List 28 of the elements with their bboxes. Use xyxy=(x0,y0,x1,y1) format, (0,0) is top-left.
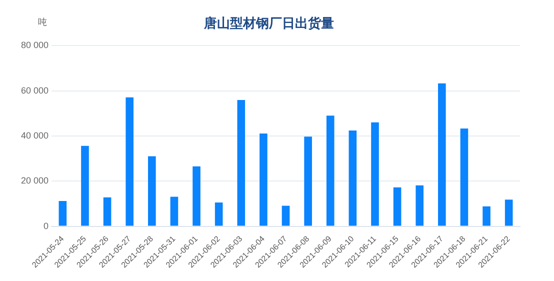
bar xyxy=(482,206,490,226)
bar xyxy=(103,197,112,226)
bar xyxy=(260,133,268,226)
bar xyxy=(237,100,246,226)
y-axis-title: 吨 xyxy=(38,16,47,29)
bar xyxy=(326,116,334,226)
bar xyxy=(192,166,200,226)
y-tick-label: 0 xyxy=(44,220,49,231)
bar xyxy=(438,83,446,226)
bar xyxy=(504,200,513,226)
bar xyxy=(416,185,424,226)
chart-title: 唐山型材钢厂日出货量 xyxy=(203,15,334,30)
bar xyxy=(393,187,402,226)
bar xyxy=(282,206,290,226)
bar xyxy=(58,200,67,226)
bar xyxy=(460,128,468,226)
bar xyxy=(371,122,379,226)
bar xyxy=(348,130,357,226)
y-tick-label: 40 000 xyxy=(20,130,49,140)
y-tick-label: 80 000 xyxy=(20,40,49,50)
bar xyxy=(81,146,89,226)
y-tick-label: 20 000 xyxy=(20,176,49,186)
bar xyxy=(304,136,312,226)
bar xyxy=(214,202,223,226)
bar xyxy=(148,156,156,226)
bar xyxy=(170,196,178,226)
bar xyxy=(126,97,134,226)
y-tick-label: 60 000 xyxy=(20,85,49,96)
